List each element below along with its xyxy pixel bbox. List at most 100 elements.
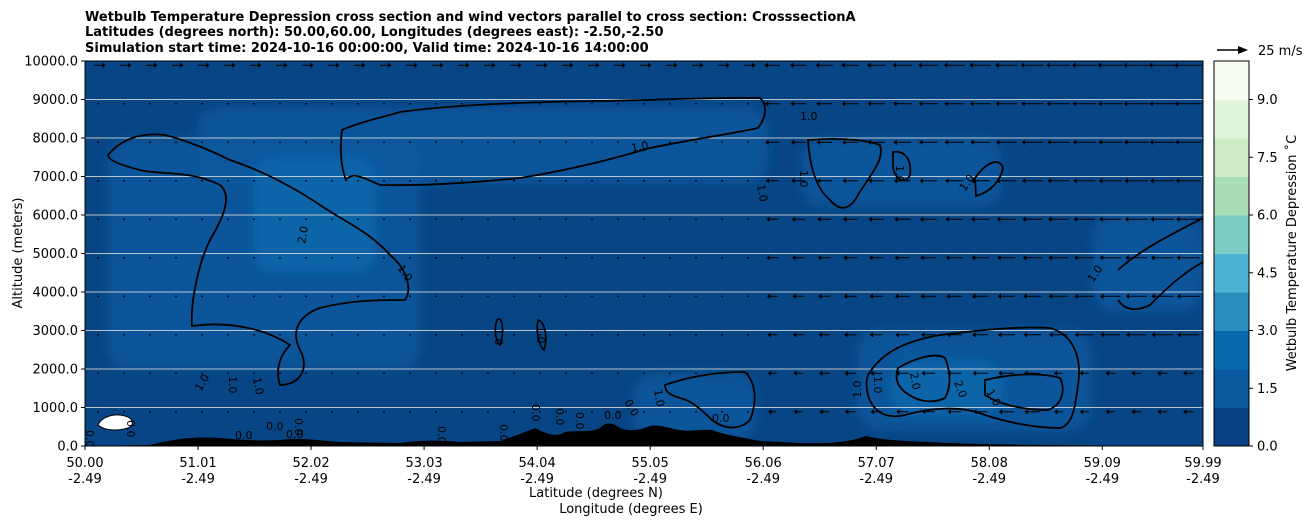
wind-vector (279, 295, 281, 298)
wind-vector (305, 410, 307, 413)
wind-vector (617, 179, 619, 182)
wind-vector (841, 101, 859, 107)
wind-vector (279, 179, 281, 182)
wind-vector (666, 62, 678, 68)
wind-vector (536, 62, 548, 68)
wind-vector (1022, 255, 1042, 261)
wind-vector (487, 218, 489, 221)
x-tick-label-lon: -2.49 (633, 472, 667, 487)
wind-vector (565, 410, 567, 413)
wind-vector (869, 293, 884, 299)
contour-label-1: 1.0 (630, 139, 650, 155)
x-tick-label-lon: -2.49 (972, 472, 1006, 487)
wind-vector (1182, 370, 1194, 376)
field-region-low-east-core (890, 361, 1003, 416)
wind-vector (695, 372, 697, 375)
wind-vector (768, 409, 777, 415)
wind-vector (201, 295, 203, 298)
wind-vector (435, 102, 437, 105)
wind-vector (94, 62, 106, 68)
wind-vector (305, 372, 307, 375)
wind-vector (357, 141, 359, 144)
wind-vector (201, 333, 203, 336)
wind-vector (868, 216, 884, 222)
wind-vector (970, 178, 990, 184)
wind-vector (302, 62, 314, 68)
wind-vector (461, 218, 463, 221)
contour-small-1 (494, 318, 504, 347)
wind-vector (357, 333, 359, 336)
wind-vector (357, 179, 359, 182)
wind-vector (1150, 178, 1175, 184)
wind-vector (1073, 255, 1095, 261)
wind-vector (643, 102, 645, 105)
wind-vector (383, 102, 385, 105)
wind-vector (744, 62, 756, 68)
wind-vector (1157, 409, 1168, 415)
wind-vector (617, 256, 619, 259)
colorbar-tick-label: 0.0 (1257, 440, 1278, 455)
wind-vector (844, 332, 857, 338)
wind-vector (695, 141, 697, 144)
wind-vector (276, 62, 288, 68)
contour-small-2 (536, 318, 547, 352)
wind-vector (487, 141, 489, 144)
contour-label-25: 0.0 (435, 426, 448, 444)
wind-vector (870, 370, 883, 376)
colorbar-band (1214, 157, 1249, 177)
wind-vector (383, 179, 385, 182)
wind-vector (357, 410, 359, 413)
wind-vector (945, 216, 964, 222)
colorbar-band (1214, 80, 1249, 100)
x-tick-label-lon: -2.49 (68, 472, 102, 487)
wind-vector (669, 141, 671, 144)
grid-layer (85, 99, 1203, 408)
colorbar-band (1214, 388, 1249, 408)
wind-vector (843, 293, 857, 299)
wind-vector (970, 139, 991, 145)
wind-vector (1020, 62, 1044, 68)
wind-vector (201, 410, 203, 413)
quiver-layer (94, 62, 1202, 415)
wind-vector (1079, 370, 1089, 376)
wind-vector (721, 410, 723, 413)
wind-vector (97, 218, 99, 221)
wind-vector (565, 141, 567, 144)
wind-vector (380, 62, 392, 68)
wind-vector (995, 101, 1017, 107)
wind-vector (919, 178, 938, 184)
wind-vector (149, 372, 151, 375)
wind-vector (692, 62, 704, 68)
wind-vector (513, 179, 515, 182)
wind-vector (97, 256, 99, 259)
wind-vector (1021, 139, 1043, 145)
wind-vector (565, 295, 567, 298)
wind-vector (227, 372, 229, 375)
x-tick-label-lon: -2.49 (520, 472, 554, 487)
contour-label-23: 0.0 (286, 428, 304, 441)
wind-vector (97, 102, 99, 105)
wind-vector (409, 179, 411, 182)
wind-vector (1176, 255, 1200, 261)
wind-vector (201, 218, 203, 221)
wind-vector (461, 295, 463, 298)
contour-label-13: 1.0 (226, 376, 239, 394)
wind-vector (793, 409, 803, 415)
wind-vector (1100, 332, 1121, 338)
wind-vector (175, 256, 177, 259)
wind-vector (721, 179, 723, 182)
y-tick-label: 6000.0 (33, 209, 79, 224)
wind-vector (643, 372, 645, 375)
wind-vector (721, 333, 723, 336)
wind-vector (172, 62, 184, 68)
x-tick-label-lat: 51.01 (179, 456, 216, 471)
wind-vector (1123, 101, 1149, 107)
wind-vector (819, 409, 830, 415)
wind-vector (484, 62, 496, 68)
wind-vector (539, 410, 541, 413)
wind-vector (767, 332, 778, 338)
contour-east-upper-1 (807, 137, 882, 209)
wind-vector (279, 218, 281, 221)
wind-vector (895, 370, 909, 376)
x-tick-label-lat: 59.99 (1184, 456, 1221, 471)
